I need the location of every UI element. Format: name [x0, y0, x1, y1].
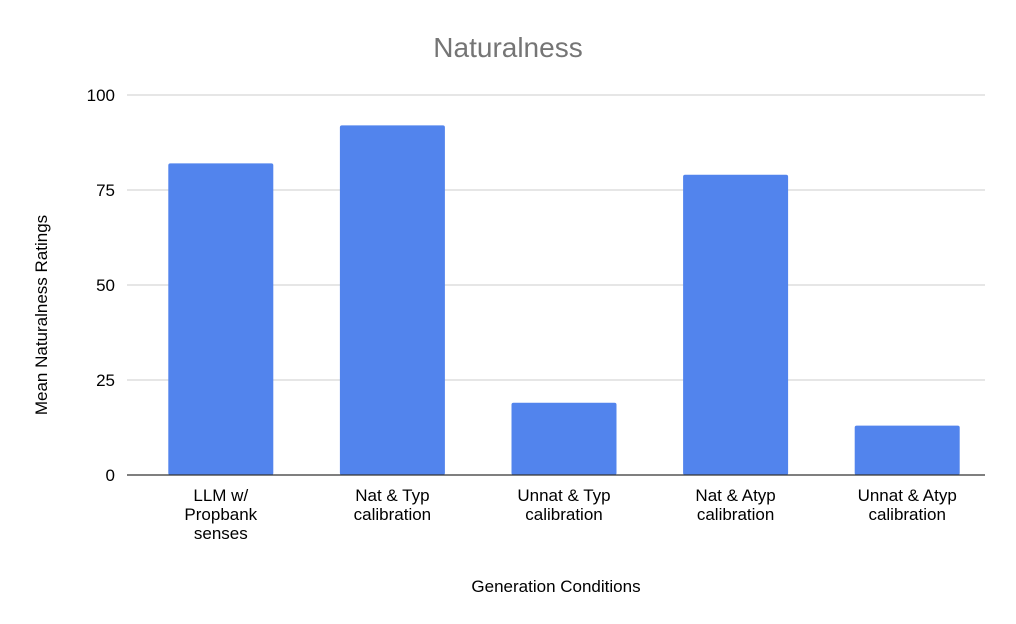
x-tick-label-line: Nat & Typ	[355, 486, 429, 505]
x-tick-label-line: calibration	[697, 505, 775, 524]
y-axis-label: Mean Naturalness Ratings	[32, 215, 51, 415]
x-tick-label-line: senses	[194, 524, 248, 543]
chart-title: Naturalness	[433, 32, 582, 63]
x-tick-label: Nat & Atyp calibration	[695, 486, 775, 524]
bar	[339, 125, 445, 476]
y-tick-label: 100	[87, 86, 115, 105]
x-tick-label-line: Unnat & Atyp	[858, 486, 957, 505]
x-tick-label: LLM w/Propbank senses	[184, 486, 257, 543]
x-tick-label: Unnat & Atyp calibration	[858, 486, 957, 524]
bar	[168, 163, 274, 475]
bar	[854, 425, 960, 475]
x-tick-label-line: Unnat & Typ	[517, 486, 610, 505]
x-tick-label: Unnat & Typ calibration	[517, 486, 610, 524]
bars	[168, 125, 960, 476]
x-tick-label-line: Nat & Atyp	[695, 486, 775, 505]
y-tick-labels: 0 25 50 75 100	[87, 86, 115, 485]
x-tick-label: Nat & Typ calibration	[354, 486, 432, 524]
y-tick-label: 0	[106, 466, 115, 485]
bar	[683, 174, 789, 476]
x-tick-label-line: Propbank	[184, 505, 257, 524]
y-tick-label: 50	[96, 276, 115, 295]
x-tick-label-line: calibration	[525, 505, 603, 524]
x-tick-label-line: LLM w/	[193, 486, 248, 505]
bar	[511, 402, 617, 475]
y-tick-label: 25	[96, 371, 115, 390]
x-tick-label-line: calibration	[868, 505, 946, 524]
x-tick-label-line: calibration	[354, 505, 432, 524]
x-axis-label: Generation Conditions	[471, 577, 640, 596]
y-tick-label: 75	[96, 181, 115, 200]
